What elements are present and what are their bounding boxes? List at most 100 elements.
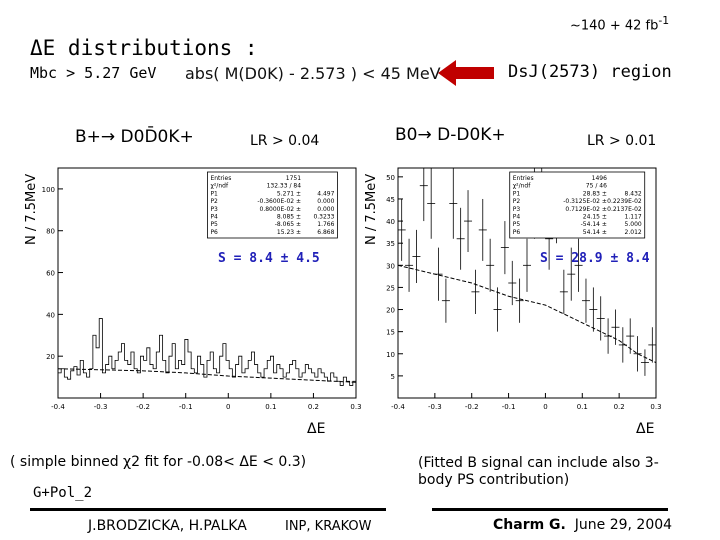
right-x-tick-label: -0.2 [465, 403, 479, 411]
left-stat-error: 4.497 [317, 190, 334, 197]
left-x-tick-label: 0 [226, 403, 230, 411]
left-stat-value: 1751 [286, 175, 301, 182]
left-stat-value: -8.065 ± [275, 221, 301, 228]
right-y-tick-label: 20 [386, 307, 395, 315]
right-x-tick-label: 0.3 [650, 403, 661, 411]
right-y-tick-label: 10 [386, 351, 395, 359]
left-stat-error: 1.766 [317, 221, 334, 228]
left-lr-cut: LR > 0.04 [250, 133, 320, 149]
right-x-tick-label: 0.2 [614, 403, 625, 411]
mbc-cut: Mbc > 5.27 GeV [30, 64, 157, 82]
right-stat-name: χ²/ndf [513, 183, 532, 190]
luminosity-value: ~140 + 42 fb [570, 18, 659, 34]
right-stat-value: 0.7129E-02 ± [565, 206, 607, 213]
institute: INP, KRAKOW [285, 519, 372, 534]
author-names: J.BRODZICKA, H.PALKA [88, 518, 247, 534]
right-stat-error: 8.432 [625, 190, 642, 197]
left-stat-name: P5 [210, 221, 218, 228]
left-y-tick-label: 60 [46, 270, 55, 278]
left-histogram-chart: -0.4 -0.3 -0.2 -0.1 0 0.1 0.2 0.3 20 40 60 80 100 Ent… [42, 167, 362, 411]
left-x-tick-label: -0.4 [51, 403, 65, 411]
left-x-tick-label: 0.1 [265, 403, 276, 411]
right-stat-name: P5 [513, 221, 521, 228]
authors: J.BRODZICKA, H.PALKA [88, 518, 247, 534]
right-stat-value: 75 / 46 [586, 183, 607, 190]
right-y-tick-label: 25 [386, 284, 395, 292]
right-y-tick-label: 15 [386, 329, 395, 337]
right-histogram-chart: -0.4 -0.3 -0.2 -0.1 0 0.1 0.2 0.3 5 10 15 20 25 30 35 4… [386, 167, 662, 411]
right-fit-curve [397, 264, 657, 364]
left-x-tick-label: -0.3 [94, 403, 108, 411]
left-y-tick-label: 40 [46, 311, 55, 319]
conference-info: Charm G. June 29, 2004 [493, 517, 672, 533]
left-x-tick-label: -0.2 [136, 403, 150, 411]
fit-function-note: G+Pol_2 [33, 485, 93, 501]
right-stat-name: P2 [513, 198, 521, 205]
right-stat-name: P3 [513, 206, 521, 213]
right-channel-label: B0→ D-D0K+ [395, 125, 506, 145]
left-stat-name: P6 [210, 229, 218, 236]
right-stat-value: 1496 [592, 175, 607, 182]
left-stat-value: 5.271 ± [277, 190, 301, 197]
left-signal-yield: S = 8.4 ± 4.5 [218, 251, 320, 266]
conference-date: June 29, 2004 [574, 517, 673, 533]
luminosity-exponent: -1 [658, 14, 670, 27]
left-y-tick-label: 100 [42, 186, 55, 194]
left-x-axis-label: ΔE [307, 421, 326, 437]
right-stat-error: 5.000 [625, 221, 642, 228]
right-lr-cut: LR > 0.01 [587, 133, 657, 149]
right-x-axis-label: ΔE [636, 421, 655, 437]
left-fit-curve [57, 368, 357, 383]
footer-rule-left [30, 508, 386, 511]
left-plot-frame [57, 167, 357, 399]
left-stat-error: 0.3233 [313, 214, 334, 221]
right-signal-yield: S = 28.9 ± 8.4 [540, 251, 650, 266]
left-stats-box [207, 171, 338, 239]
left-x-tick-label: -0.1 [179, 403, 193, 411]
right-stat-value: 28.83 ± [583, 190, 607, 197]
left-stat-name: χ²/ndf [210, 183, 229, 190]
right-stat-name: Entries [513, 175, 534, 182]
left-stat-error: 0.000 [317, 206, 334, 213]
region-label: DsJ(2573) region [508, 62, 672, 82]
left-x-tick-label: 0.3 [350, 403, 361, 411]
right-x-tick-label: -0.4 [391, 403, 405, 411]
right-y-tick-label: 5 [391, 373, 395, 381]
right-y-tick-label: 45 [386, 196, 395, 204]
right-stats-box [509, 171, 646, 239]
left-stat-name: P1 [210, 190, 218, 197]
right-y-tick-label: 35 [386, 240, 395, 248]
luminosity-label: ~140 + 42 fb-1 [570, 14, 669, 33]
right-stat-name: P6 [513, 229, 521, 236]
right-stat-name: P4 [513, 214, 521, 221]
left-stat-name: P2 [210, 198, 218, 205]
right-stat-error: 1.117 [625, 214, 642, 221]
right-stat-error: 2.012 [625, 229, 642, 236]
right-y-tick-label: 30 [386, 262, 395, 270]
right-stat-error: 0.2137E-02 [607, 206, 642, 213]
right-stat-value: -54.14 ± [581, 221, 607, 228]
left-stat-name: P3 [210, 206, 218, 213]
right-x-tick-label: -0.3 [428, 403, 442, 411]
left-x-tick-label: 0.2 [308, 403, 319, 411]
left-stat-error: 0.000 [317, 198, 334, 205]
left-channel-label: B+→ D0D̄0K+ [75, 127, 194, 147]
left-stat-name: P4 [210, 214, 218, 221]
mass-window-cut: abs( M(D0K) - 2.573 ) < 45 MeV [185, 64, 441, 83]
right-stat-value: -0.3125E-02 ± [563, 198, 607, 205]
left-stat-error: 6.868 [317, 229, 334, 236]
left-stat-value: -0.3600E-02 ± [257, 198, 301, 205]
left-stat-name: Entries [210, 175, 231, 182]
footer-rule-right [432, 508, 668, 511]
left-y-axis-label: N / 7.5MeV [24, 173, 39, 245]
slide-title: ΔE distributions : [30, 36, 258, 60]
fit-range-note: ( simple binned χ2 fit for -0.08< ΔE < 0… [10, 454, 307, 470]
right-y-tick-label: 40 [386, 218, 395, 226]
left-y-tick-label: 20 [46, 353, 55, 361]
left-stat-value: 8.085 ± [277, 214, 301, 221]
left-stat-value: 0.8000E-02 ± [260, 206, 302, 213]
right-plot-frame [397, 167, 657, 399]
right-x-tick-label: -0.1 [502, 403, 516, 411]
conference-name: Charm G. [493, 517, 566, 533]
right-stat-value: 24.15 ± [583, 214, 607, 221]
